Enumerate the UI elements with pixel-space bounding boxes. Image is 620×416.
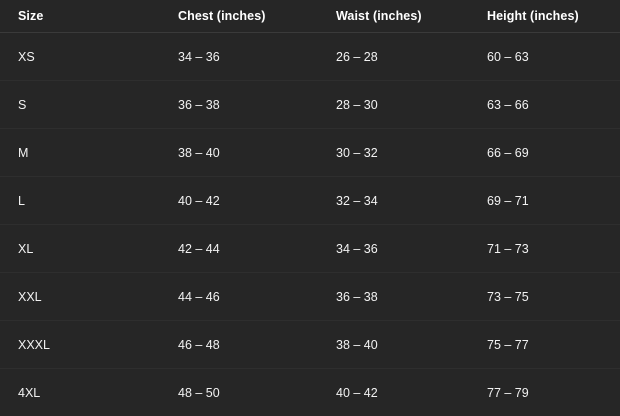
cell-height: 73 – 75	[487, 272, 620, 321]
column-header-waist: Waist (inches)	[336, 0, 487, 33]
cell-height: 71 – 73	[487, 224, 620, 273]
cell-waist: 32 – 34	[336, 176, 487, 225]
table-row: 4XL 48 – 50 40 – 42 77 – 79	[0, 369, 620, 416]
cell-size: M	[0, 128, 178, 177]
cell-height: 63 – 66	[487, 80, 620, 129]
cell-size: S	[0, 80, 178, 129]
cell-chest: 40 – 42	[178, 176, 336, 225]
cell-size: XXXL	[0, 320, 178, 369]
table-row: XL 42 – 44 34 – 36 71 – 73	[0, 224, 620, 273]
cell-chest: 38 – 40	[178, 128, 336, 177]
cell-height: 69 – 71	[487, 176, 620, 225]
cell-chest: 48 – 50	[178, 385, 220, 400]
cell-size: 4XL	[18, 385, 41, 400]
table-row: XS 34 – 36 26 – 28 60 – 63	[0, 32, 620, 81]
table-header: Size Chest (inches) Waist (inches) Heigh…	[0, 0, 620, 33]
table-row: M 38 – 40 30 – 32 66 – 69	[0, 128, 620, 177]
table-body: XS 34 – 36 26 – 28 60 – 63 S 36 – 38 28 …	[0, 32, 620, 416]
column-header-chest: Chest (inches)	[178, 0, 336, 33]
cell-size: L	[0, 176, 178, 225]
cell-waist: 38 – 40	[336, 320, 487, 369]
cell-size: XL	[0, 224, 178, 273]
cell-height: 77 – 79	[487, 385, 529, 400]
column-header-size: Size	[0, 0, 178, 33]
cell-waist: 26 – 28	[336, 32, 487, 81]
cell-height: 60 – 63	[487, 32, 620, 81]
table-row: S 36 – 38 28 – 30 63 – 66	[0, 80, 620, 129]
cell-chest: 44 – 46	[178, 272, 336, 321]
cell-chest: 36 – 38	[178, 80, 336, 129]
cell-height: 66 – 69	[487, 128, 620, 177]
cell-waist: 30 – 32	[336, 128, 487, 177]
table-row: XXL 44 – 46 36 – 38 73 – 75	[0, 272, 620, 321]
cell-waist: 34 – 36	[336, 224, 487, 273]
cell-chest: 46 – 48	[178, 320, 336, 369]
table-header-row: Size Chest (inches) Waist (inches) Heigh…	[0, 0, 620, 33]
table-row: XXXL 46 – 48 38 – 40 75 – 77	[0, 320, 620, 369]
cell-waist: 40 – 42	[336, 385, 378, 400]
column-header-height: Height (inches)	[487, 0, 620, 33]
cell-waist: 36 – 38	[336, 272, 487, 321]
cell-chest: 34 – 36	[178, 32, 336, 81]
cell-waist: 28 – 30	[336, 80, 487, 129]
table-row: L 40 – 42 32 – 34 69 – 71	[0, 176, 620, 225]
cell-size: XS	[0, 32, 178, 81]
cell-height: 75 – 77	[487, 320, 620, 369]
cell-chest: 42 – 44	[178, 224, 336, 273]
cell-size: XXL	[0, 272, 178, 321]
